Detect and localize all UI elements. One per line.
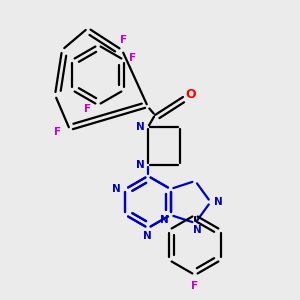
Text: N: N: [160, 214, 169, 225]
Text: F: F: [191, 281, 199, 291]
Text: N: N: [136, 122, 144, 132]
Text: F: F: [54, 127, 61, 137]
Text: F: F: [120, 35, 128, 45]
Text: N: N: [193, 225, 202, 236]
Text: F: F: [129, 53, 137, 63]
Text: N: N: [214, 197, 223, 207]
Text: N: N: [136, 160, 144, 170]
Text: N: N: [142, 231, 152, 241]
Text: F: F: [84, 104, 92, 114]
Text: N: N: [112, 184, 121, 194]
Text: O: O: [186, 88, 196, 101]
